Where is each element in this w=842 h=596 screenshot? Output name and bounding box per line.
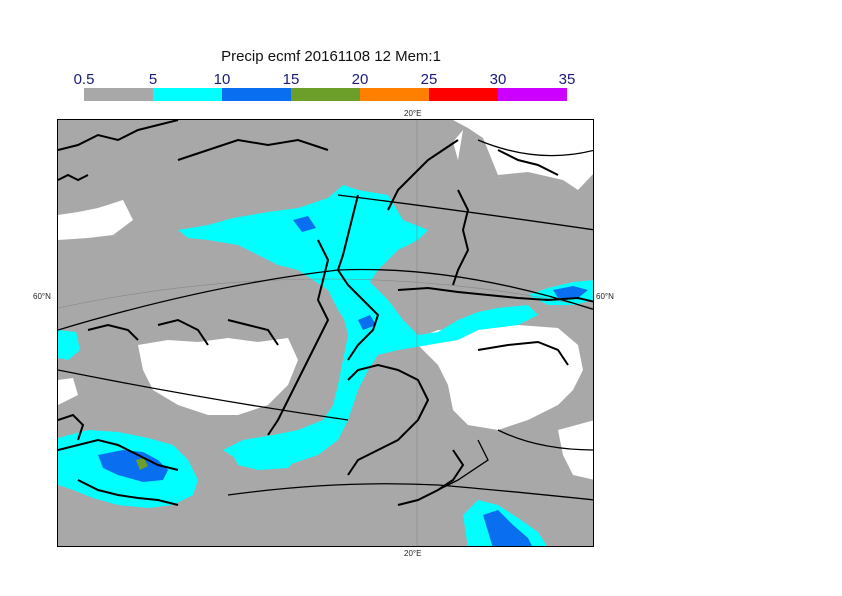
precip-area-green [136, 458, 148, 470]
colorbar-swatch [153, 88, 222, 101]
precip-area-gray [58, 120, 593, 546]
lon-label-bottom: 20°E [404, 549, 422, 558]
colorbar-label: 10 [213, 71, 231, 88]
colorbar-swatch [222, 88, 291, 101]
dry-area [453, 120, 593, 190]
precip-area-cyan [58, 330, 80, 360]
dry-area [58, 200, 133, 240]
colorbar-swatch [84, 88, 153, 101]
lon-label-top: 20°E [404, 109, 422, 118]
dry-area [58, 378, 78, 405]
colorbar-swatch [429, 88, 498, 101]
graticule [58, 120, 593, 546]
precip-area-blue [293, 216, 316, 232]
colorbar-label: 5 [148, 71, 158, 88]
precip-area-blue [483, 510, 532, 546]
precip-area-blue [98, 450, 168, 482]
lat-label-left: 60°N [33, 292, 51, 301]
colorbar-label: 15 [282, 71, 300, 88]
dry-area [558, 420, 593, 480]
map-title: Precip ecmf 20161108 12 Mem:1 [221, 48, 441, 65]
colorbar-swatch [291, 88, 360, 101]
precip-area-blue [553, 286, 588, 298]
map-panel[interactable] [57, 119, 594, 547]
colorbar-label: 30 [489, 71, 507, 88]
precip-area-blue [358, 315, 376, 330]
precip-area-cyan [233, 450, 298, 470]
precip-map [58, 120, 593, 546]
colorbar-swatch [360, 88, 429, 101]
colorbar-swatch [498, 88, 567, 101]
coastlines [58, 120, 593, 506]
dry-area [413, 325, 583, 430]
precip-area-cyan [223, 280, 538, 465]
colorbar-label: 0.5 [73, 71, 95, 88]
colorbar-label: 35 [558, 71, 576, 88]
lat-label-right: 60°N [596, 292, 614, 301]
precip-area-cyan [178, 185, 428, 325]
dry-area [138, 338, 298, 415]
colorbar-label: 20 [351, 71, 369, 88]
colorbar-label: 25 [420, 71, 438, 88]
